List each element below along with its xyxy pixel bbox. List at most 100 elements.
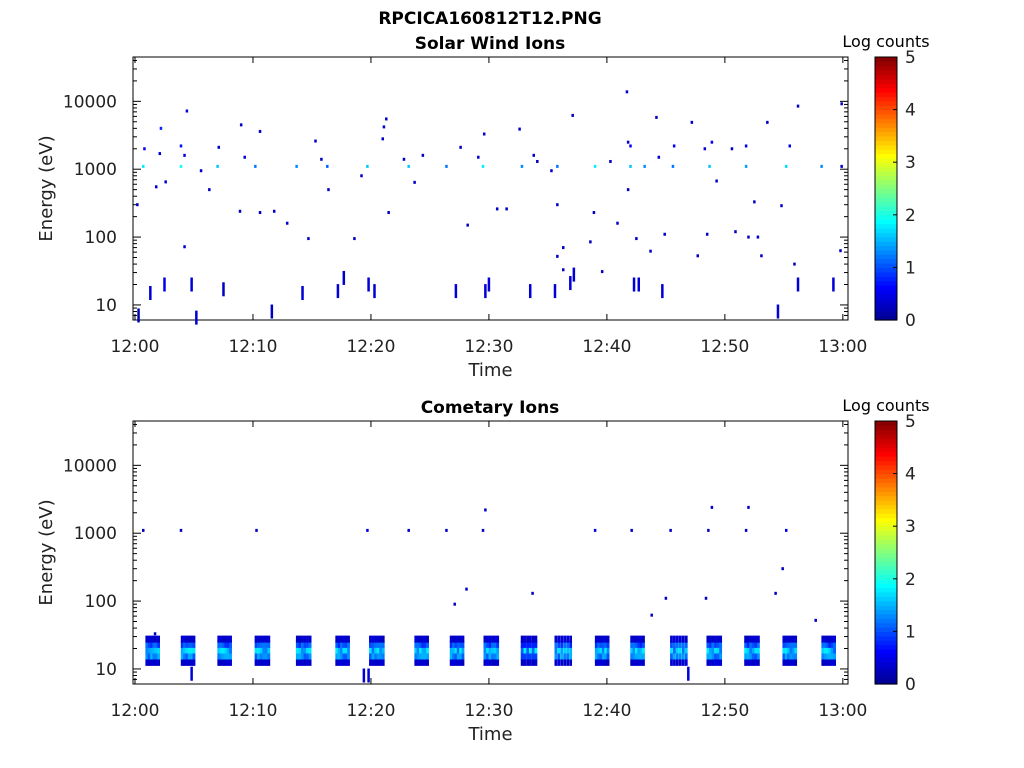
band-cell bbox=[716, 635, 720, 643]
colorbar-tick-label: 3 bbox=[905, 153, 916, 173]
x-tick-label: 12:40 bbox=[582, 337, 631, 357]
colorbar-segment bbox=[875, 245, 897, 251]
band-cell bbox=[152, 635, 156, 643]
band-cell bbox=[706, 646, 710, 654]
band-cell bbox=[217, 640, 221, 648]
band-cell bbox=[606, 652, 610, 660]
data-pixel bbox=[272, 209, 276, 213]
band-cell bbox=[826, 658, 829, 666]
x-tick-label: 12:10 bbox=[228, 701, 277, 721]
band-cell bbox=[670, 635, 673, 643]
band-cell bbox=[185, 640, 189, 648]
colorbar-segment bbox=[875, 223, 897, 229]
data-pixel bbox=[531, 591, 534, 595]
band-cell bbox=[426, 635, 429, 643]
band-cell bbox=[381, 646, 385, 654]
band-cell bbox=[716, 652, 720, 660]
colorbar-segment bbox=[875, 591, 897, 597]
band-cell bbox=[746, 635, 750, 643]
band-cell bbox=[826, 635, 829, 643]
band-cell bbox=[340, 646, 343, 654]
band-cell bbox=[335, 640, 339, 648]
band-cell bbox=[152, 652, 156, 660]
data-pixel bbox=[295, 164, 298, 168]
band-cell bbox=[531, 652, 535, 660]
band-cell bbox=[716, 640, 720, 648]
band-cell bbox=[784, 658, 788, 666]
data-pixel bbox=[532, 153, 536, 157]
colorbar-segment bbox=[875, 631, 897, 637]
band-cell bbox=[185, 652, 189, 660]
data-pixel bbox=[164, 180, 167, 184]
band-cell bbox=[684, 652, 688, 660]
data-pixel bbox=[239, 123, 243, 127]
band-cell bbox=[744, 635, 748, 643]
band-cell bbox=[523, 635, 527, 643]
band-cell bbox=[340, 640, 343, 648]
band-cell bbox=[374, 635, 377, 643]
band-cell bbox=[634, 652, 638, 660]
colorbar-tick-label: 3 bbox=[905, 517, 916, 537]
band-cell bbox=[147, 652, 151, 660]
band-cell bbox=[337, 635, 341, 643]
band-cell bbox=[751, 640, 755, 648]
colorbar-segment bbox=[875, 118, 897, 124]
band-cell bbox=[756, 658, 760, 666]
band-cell bbox=[782, 635, 786, 643]
band-cell bbox=[787, 652, 790, 660]
band-cell bbox=[257, 658, 260, 666]
band-cell bbox=[782, 658, 786, 666]
band-cell bbox=[217, 652, 221, 660]
band-cell bbox=[557, 640, 561, 648]
band-cell bbox=[678, 646, 682, 654]
band-cell bbox=[681, 635, 685, 643]
band-cell bbox=[449, 640, 453, 648]
data-pixel bbox=[629, 144, 632, 148]
band-cell bbox=[642, 652, 645, 660]
colorbar-segment bbox=[875, 192, 897, 198]
band-cell bbox=[421, 635, 425, 643]
band-cell bbox=[371, 646, 375, 654]
band-cell bbox=[298, 640, 302, 648]
band-cell bbox=[749, 658, 753, 666]
band-cell bbox=[459, 646, 463, 654]
band-cell bbox=[599, 640, 603, 648]
band-cell bbox=[670, 652, 673, 660]
colorbar-segment bbox=[875, 302, 897, 308]
x-tick-label: 12:30 bbox=[464, 701, 513, 721]
band-cell bbox=[461, 640, 465, 648]
data-pixel bbox=[561, 246, 565, 250]
band-cell bbox=[190, 635, 194, 643]
data-pixel bbox=[703, 147, 707, 151]
band-cell bbox=[449, 652, 453, 660]
band-cell bbox=[675, 652, 679, 660]
band-cell bbox=[716, 646, 720, 654]
band-cell bbox=[381, 635, 385, 643]
solar-wind-ions-panel: Solar Wind Ions 12:00 12:10 12:20 12:30 12:40… bbox=[36, 32, 930, 381]
band-cell bbox=[150, 635, 153, 643]
colorbar-segment bbox=[875, 635, 897, 641]
band-cell bbox=[371, 652, 375, 660]
colorbar-segment bbox=[875, 460, 897, 466]
x-tick-label: 12:00 bbox=[111, 701, 160, 721]
band-cell bbox=[604, 652, 608, 660]
band-cell bbox=[529, 640, 532, 648]
band-cell bbox=[374, 652, 377, 660]
band-cell bbox=[416, 640, 420, 648]
colorbar-segment bbox=[875, 201, 897, 207]
band-cell bbox=[180, 635, 184, 643]
band-cell bbox=[520, 658, 524, 666]
data-pixel bbox=[669, 528, 672, 532]
colorbar-segment bbox=[875, 188, 897, 194]
data-pixel bbox=[663, 232, 666, 236]
colorbar-tick-label: 5 bbox=[905, 48, 916, 68]
band-cell bbox=[833, 658, 836, 666]
band-cell bbox=[749, 646, 753, 654]
band-cell bbox=[630, 646, 634, 654]
band-cell bbox=[229, 640, 232, 648]
data-pixel bbox=[258, 129, 262, 133]
band-cell bbox=[791, 635, 795, 643]
data-pixel bbox=[589, 240, 592, 244]
band-cell bbox=[496, 640, 500, 648]
